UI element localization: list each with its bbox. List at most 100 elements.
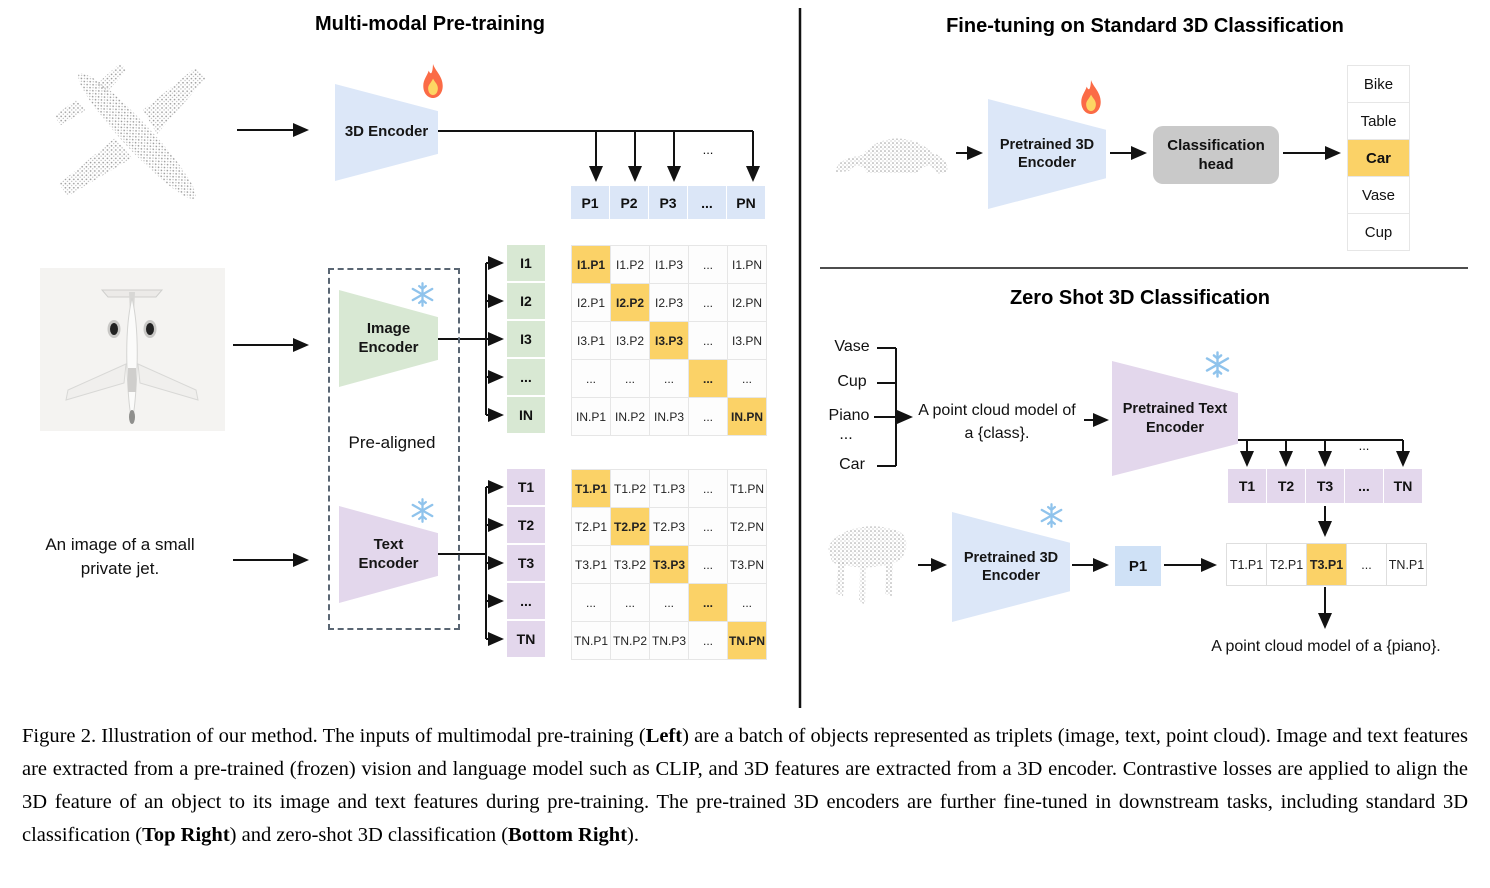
class-prediction-list: Bike Table Car Vase Cup: [1347, 65, 1410, 251]
matrix-cell: ...: [611, 584, 649, 621]
text-encoder-label-line1: Text: [373, 535, 404, 553]
classification-head-label: Classification head: [1167, 136, 1265, 175]
t-cell: T1: [1228, 469, 1266, 503]
text-feature-column: T1 T2 T3... TN: [507, 469, 545, 657]
fire-icon: [1081, 80, 1101, 114]
caption-segment: Figure 2. Illustration of our method. Th…: [22, 725, 646, 747]
class-item: Table: [1348, 103, 1409, 139]
matrix-cell: ...: [689, 322, 727, 359]
matrix-cell: T2.P1: [572, 508, 610, 545]
caption-segment: ) and zero-shot 3D classification (: [229, 824, 509, 846]
matrix-cell: I3.P3: [650, 322, 688, 359]
matrix-cell: ...: [689, 622, 727, 659]
matrix-cell: TN.PN: [728, 622, 766, 659]
matrix-cell: I1.P2: [611, 246, 649, 283]
matrix-cell: I2.P2: [611, 284, 649, 321]
head-label-line2: head: [1198, 156, 1234, 173]
matrix-cell: IN.PN: [728, 398, 766, 435]
matrix-cell: T2.P2: [611, 508, 649, 545]
image-point-similarity-matrix: I1.P1 I1.P2 I1.P3... I1.PN I2.P1 I2.P2 I2.P3..…: [571, 245, 767, 436]
candidate-class-ellipsis: ...: [839, 426, 853, 443]
image-caption-line2: private jet.: [80, 559, 160, 578]
matrix-cell: I1.P3: [650, 246, 688, 283]
text-encoder-label: Text Encoder: [358, 536, 418, 574]
class-item: Cup: [1348, 214, 1409, 250]
matrix-cell: ...: [689, 284, 727, 321]
3d-encoder-label: 3D Encoder: [344, 123, 429, 141]
snowflake-icon: [1205, 351, 1230, 378]
matrix-cell: ...: [572, 584, 610, 621]
encoder-label-line2: Encoder: [1017, 155, 1076, 171]
matrix-cell: T1.P2: [611, 470, 649, 507]
matrix-cell: IN.P1: [572, 398, 610, 435]
matrix-cell: I1.P1: [572, 246, 610, 283]
fanout-ellipsis: ...: [702, 142, 714, 157]
class-item: Bike: [1348, 66, 1409, 102]
3d-encoder: 3D Encoder: [335, 84, 438, 181]
matrix-cell: IN.P2: [611, 398, 649, 435]
matrix-cell: T3.P2: [611, 546, 649, 583]
encoder-label-line1: Pretrained 3D: [999, 136, 1095, 153]
p-cell: P3: [649, 186, 687, 219]
t-cell: T2: [507, 507, 545, 543]
matrix-cell: ...: [611, 360, 649, 397]
zeroshot-title: Zero Shot 3D Classification: [1009, 287, 1271, 309]
matrix-cell: I2.P3: [650, 284, 688, 321]
text-feature-row: T1 T2 T3... TN: [1228, 469, 1422, 503]
caption-bold-segment: Left: [645, 725, 683, 747]
matrix-cell: TN.P1: [572, 622, 610, 659]
t-cell: ...: [1345, 469, 1383, 503]
airplane-point-cloud: [54, 63, 206, 199]
matrix-cell: T3.P1: [572, 546, 610, 583]
i-cell: ...: [507, 359, 545, 395]
matrix-cell: T1.P1: [572, 470, 610, 507]
matrix-cell: ...: [689, 246, 727, 283]
image-caption-line1: An image of a small: [45, 535, 195, 554]
p1-feature-box: P1: [1115, 546, 1161, 586]
snowflake-icon: [411, 498, 434, 523]
t-cell: TN: [507, 621, 545, 657]
matrix-cell: ...: [728, 584, 766, 621]
similarity-cell: T1.P1: [1227, 544, 1266, 585]
matrix-cell: ...: [689, 584, 727, 621]
matrix-cell: T1.PN: [728, 470, 766, 507]
prompt-line2: a {class}.: [964, 425, 1030, 442]
matrix-cell: ...: [689, 546, 727, 583]
i-cell: I1: [507, 245, 545, 281]
pretrained-text-encoder-label: Pretrained Text Encoder: [1123, 400, 1228, 436]
t-cell: T2: [1267, 469, 1305, 503]
matrix-cell: ...: [650, 584, 688, 621]
matrix-cell: TN.P2: [611, 622, 649, 659]
matrix-cell: I3.PN: [728, 322, 766, 359]
finetune-title: Fine-tuning on Standard 3D Classificatio…: [946, 15, 1344, 37]
p1-label: P1: [1128, 557, 1148, 575]
encoder-label-line1: Pretrained 3D: [963, 549, 1059, 566]
matrix-cell: T2.PN: [728, 508, 766, 545]
t-cell: TN: [1384, 469, 1422, 503]
p-cell: P1: [571, 186, 609, 219]
matrix-cell: IN.P3: [650, 398, 688, 435]
i-cell: I2: [507, 283, 545, 319]
matrix-cell: ...: [689, 360, 727, 397]
pretrained-3d-encoder-label: Pretrained 3D Encoder: [1000, 136, 1094, 172]
class-item: Vase: [1348, 177, 1409, 213]
matrix-cell: ...: [689, 470, 727, 507]
i-cell: IN: [507, 397, 545, 433]
matrix-cell: T3.PN: [728, 546, 766, 583]
similarity-cell: ...: [1347, 544, 1386, 585]
fanout-ellipsis: ...: [1358, 438, 1370, 453]
matrix-cell: ...: [728, 360, 766, 397]
matrix-cell: ...: [572, 360, 610, 397]
classification-head: Classification head: [1153, 126, 1279, 184]
prompt-text: A point cloud model of a {class}.: [912, 399, 1082, 445]
prealigned-label: Pre-aligned: [348, 433, 436, 452]
pretrained-3d-encoder-label: Pretrained 3D Encoder: [964, 549, 1058, 585]
matrix-cell: T2.P3: [650, 508, 688, 545]
matrix-cell: T1.P3: [650, 470, 688, 507]
figure-caption: Figure 2. Illustration of our method. Th…: [22, 720, 1468, 852]
pretraining-title: Multi-modal Pre-training: [315, 13, 545, 35]
image-feature-column: I1 I2 I3... IN: [507, 245, 545, 433]
similarity-row: T1.P1 T2.P1 T3.P1... TN.P1: [1226, 543, 1427, 586]
class-item: Car: [1348, 140, 1409, 176]
text-encoder-label-line2: Encoder: [1145, 419, 1204, 436]
